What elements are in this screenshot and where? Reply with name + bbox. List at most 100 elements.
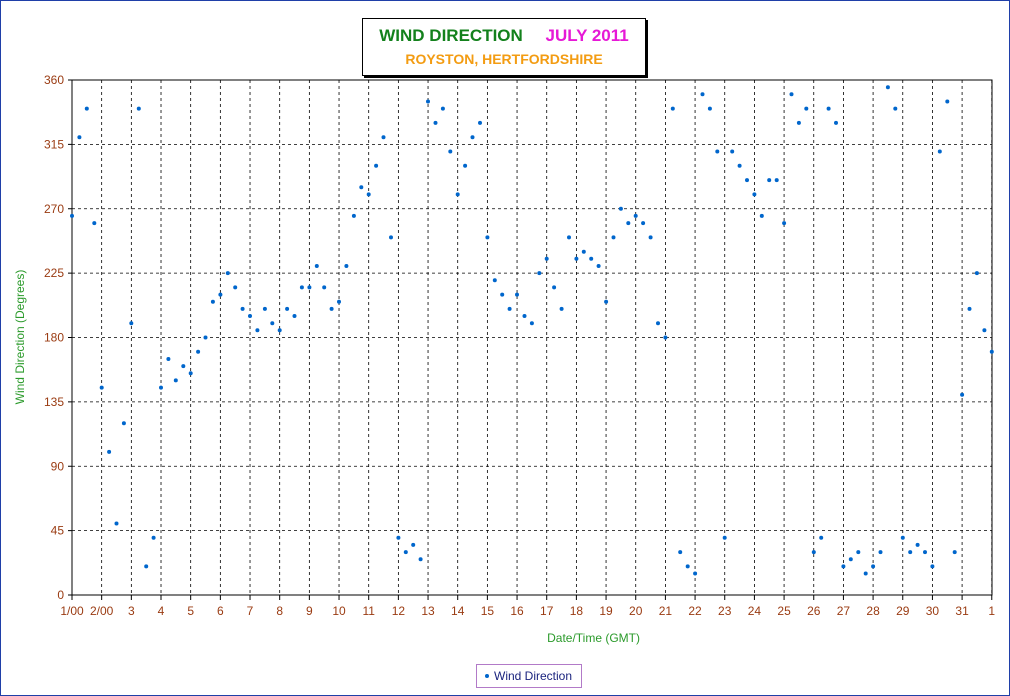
data-point — [811, 550, 816, 555]
data-point — [522, 314, 527, 318]
x-tick-label: 19 — [599, 604, 613, 618]
data-point — [685, 564, 690, 569]
data-point — [322, 285, 327, 290]
x-tick-label: 8 — [276, 604, 283, 618]
data-point — [196, 349, 201, 354]
data-point — [989, 349, 994, 354]
data-point — [181, 364, 186, 369]
data-point — [344, 264, 349, 268]
chart-title-month: JULY 2011 — [545, 26, 629, 45]
x-tick-label: 30 — [926, 604, 940, 618]
data-point — [900, 535, 905, 540]
data-point — [641, 221, 646, 226]
data-point — [581, 249, 586, 254]
chart-title: WIND DIRECTION — [379, 26, 523, 45]
x-tick-label: 10 — [332, 604, 346, 618]
x-tick-label: 3 — [128, 604, 135, 618]
x-tick-label: 17 — [540, 604, 554, 618]
data-point — [455, 192, 460, 197]
data-point — [715, 149, 720, 154]
data-point — [656, 321, 660, 326]
data-point — [596, 264, 601, 268]
data-point — [663, 335, 668, 340]
data-point — [871, 564, 876, 569]
x-tick-label: 22 — [688, 604, 702, 618]
x-tick-label: 21 — [659, 604, 673, 618]
data-point — [396, 535, 401, 540]
data-point — [470, 135, 475, 140]
data-point — [611, 235, 616, 240]
data-point — [448, 149, 453, 154]
data-point — [967, 306, 972, 311]
data-point — [529, 321, 534, 326]
x-tick-label: 15 — [481, 604, 495, 618]
data-point — [678, 550, 683, 555]
data-point — [210, 299, 215, 304]
data-point — [648, 235, 653, 240]
chart-subtitle: ROYSTON, HERTFORDSHIRE — [405, 51, 603, 67]
x-tick-label: 23 — [718, 604, 732, 618]
data-point — [670, 106, 675, 111]
data-point — [515, 292, 519, 297]
x-tick-label: 20 — [629, 604, 643, 618]
data-point — [789, 92, 794, 97]
x-tick-label: 31 — [955, 604, 969, 618]
x-tick-label: 25 — [777, 604, 791, 618]
y-tick-label: 360 — [44, 73, 64, 87]
data-point — [574, 256, 579, 261]
data-point — [544, 256, 549, 261]
data-point — [834, 120, 838, 125]
data-point — [77, 135, 82, 140]
data-point — [485, 235, 490, 240]
x-tick-label: 2/00 — [90, 604, 114, 618]
x-tick-label: 14 — [451, 604, 465, 618]
data-point — [225, 271, 230, 276]
y-tick-label: 45 — [51, 524, 65, 538]
data-point — [159, 385, 163, 390]
data-point — [114, 521, 119, 526]
data-point — [70, 213, 74, 218]
data-point — [626, 221, 631, 226]
data-point — [359, 185, 364, 190]
data-point — [856, 550, 861, 555]
data-point — [277, 328, 282, 333]
data-point — [796, 120, 801, 125]
data-point — [618, 206, 623, 211]
data-point — [885, 85, 890, 90]
data-point — [121, 421, 126, 426]
data-point — [307, 285, 312, 290]
data-point — [240, 306, 245, 311]
data-point — [173, 378, 178, 383]
data-point — [930, 564, 935, 569]
data-point — [841, 564, 846, 569]
data-point — [92, 221, 97, 226]
data-point — [233, 285, 238, 290]
data-point — [507, 306, 512, 311]
data-point — [262, 306, 267, 311]
data-point — [893, 106, 898, 111]
data-point — [389, 235, 393, 240]
x-tick-label: 12 — [392, 604, 406, 618]
data-point — [337, 299, 341, 304]
data-point — [188, 371, 193, 376]
data-point — [737, 163, 742, 168]
data-point — [745, 178, 749, 183]
legend-label: Wind Direction — [494, 669, 573, 683]
y-axis-title: Wind Direction (Degrees) — [13, 270, 27, 405]
data-point — [915, 542, 920, 547]
data-point — [99, 385, 104, 390]
x-tick-label: 29 — [896, 604, 910, 618]
x-tick-label: 9 — [306, 604, 313, 618]
y-tick-label: 270 — [44, 202, 64, 216]
x-tick-label: 7 — [247, 604, 254, 618]
data-point — [218, 292, 223, 297]
x-tick-label: 4 — [158, 604, 165, 618]
data-point — [937, 149, 942, 154]
data-point — [826, 106, 831, 111]
data-point — [411, 542, 416, 547]
data-point — [767, 178, 772, 183]
data-point — [552, 285, 557, 290]
y-tick-label: 225 — [44, 266, 64, 280]
data-point — [426, 99, 430, 104]
